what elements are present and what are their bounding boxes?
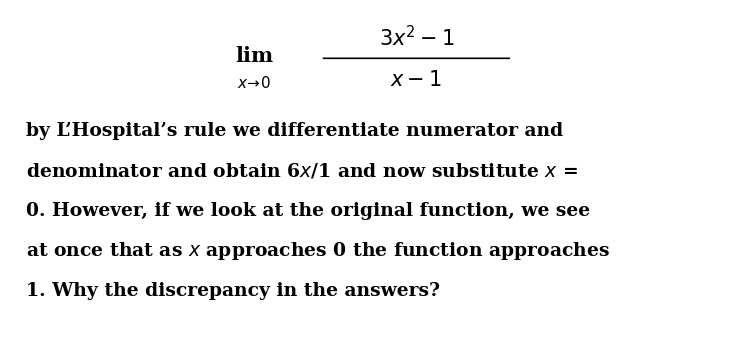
- Text: $3x^2 - 1$: $3x^2 - 1$: [379, 25, 454, 50]
- Text: $x\!\rightarrow\!0$: $x\!\rightarrow\!0$: [237, 75, 271, 91]
- Text: $x - 1$: $x - 1$: [391, 70, 442, 89]
- Text: at once that as $x$ approaches 0 the function approaches: at once that as $x$ approaches 0 the fun…: [26, 240, 609, 261]
- Text: 0. However, if we look at the original function, we see: 0. However, if we look at the original f…: [26, 201, 590, 220]
- Text: by L’Hospital’s rule we differentiate numerator and: by L’Hospital’s rule we differentiate nu…: [26, 121, 563, 140]
- Text: lim: lim: [235, 46, 273, 66]
- Text: 1. Why the discrepancy in the answers?: 1. Why the discrepancy in the answers?: [26, 281, 440, 300]
- Text: denominator and obtain 6$x$/1 and now substitute $x$ =: denominator and obtain 6$x$/1 and now su…: [26, 161, 578, 180]
